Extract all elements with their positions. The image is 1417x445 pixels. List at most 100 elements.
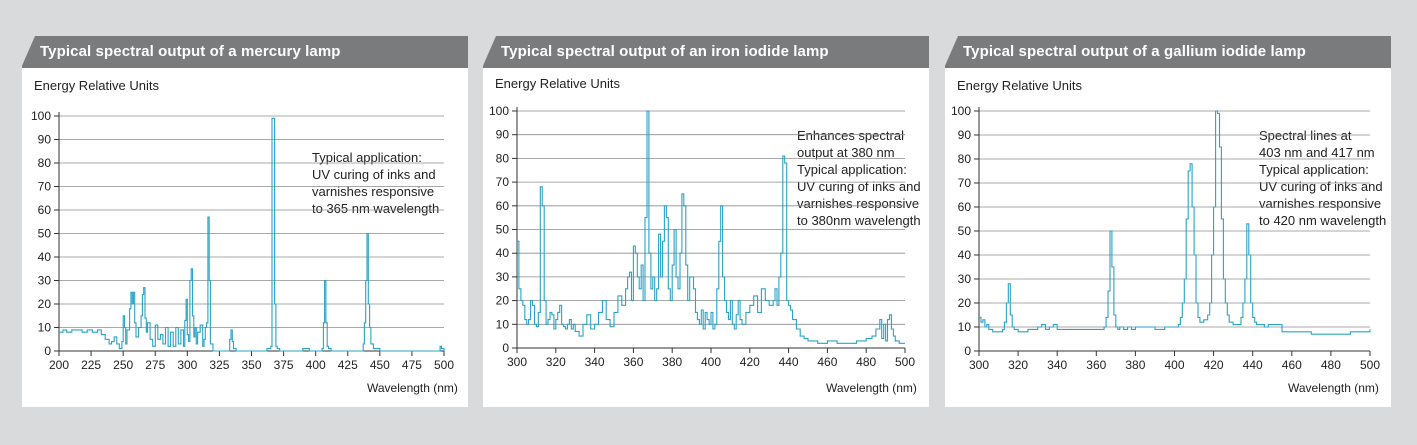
x-tick-label: 375 [274,358,294,372]
chart-title: Typical spectral output of an iron iodid… [482,36,929,68]
y-tick-label: 0 [964,344,971,358]
annotation-line: varnishes responsive [797,196,920,211]
annotation-line: to 380nm wavelength [797,213,921,228]
chart-svg: 0 10 20 30 40 50 60 70 80 90 100 200 225 250 275 300 325… [31,109,454,372]
y-tick-label: 30 [38,274,52,288]
x-tick-label: 500 [895,355,915,369]
x-axis-label: Wavelength (nm) [1288,381,1379,395]
chart-title: Typical spectral output of a gallium iod… [944,36,1391,68]
chart-svg: 0 10 20 30 40 50 60 70 80 90 100 300 320 340 360 380 400… [951,104,1380,372]
x-tick-label: 340 [585,355,605,369]
x-tick-label: 340 [1047,358,1067,372]
chart-annotation: Enhances spectral output at 380 nm Typical… [797,127,921,229]
y-tick-label: 100 [489,104,509,118]
spectrum-series-line [59,117,445,352]
x-tick-label: 420 [1204,358,1224,372]
y-tick-label: 10 [38,321,52,335]
annotation-line: to 420 nm wavelength [1259,213,1387,228]
x-tick-label: 320 [1008,358,1028,372]
y-tick-label: 40 [496,246,510,260]
y-tick-label: 0 [44,344,51,358]
y-tick-label: 20 [38,297,52,311]
y-tick-label: 100 [31,109,51,123]
y-tick-label: 60 [38,203,52,217]
annotation-line: 403 nm and 417 nm [1259,145,1375,160]
x-tick-label: 360 [623,355,643,369]
annotation-line: Spectral lines at [1259,128,1352,143]
y-tick-label: 70 [496,175,510,189]
chart-panel-iron-iodide: Typical spectral output of an iron iodid… [482,36,929,407]
x-tick-label: 325 [209,358,229,372]
x-tick-label: 480 [856,355,876,369]
y-axis-label: Energy Relative Units [495,76,620,91]
y-tick-label: 80 [958,152,972,166]
x-tick-label: 480 [1321,358,1341,372]
chart-svg: 0 10 20 30 40 50 60 70 80 90 100 300 320 340 360 380 400… [489,104,915,369]
x-tick-label: 440 [1243,358,1263,372]
x-tick-label: 250 [113,358,133,372]
y-axis-label: Energy Relative Units [34,78,159,93]
annotation-line: Typical application: [1259,162,1369,177]
x-tick-label: 300 [507,355,527,369]
y-tick-label: 30 [496,270,510,284]
annotation-line: UV curing of inks and [797,179,921,194]
annotation-line: Typical application: [312,150,422,165]
x-tick-label: 500 [1360,358,1380,372]
annotation-line: output at 380 nm [797,145,895,160]
y-tick-label: 80 [496,151,510,165]
y-tick-label: 20 [496,294,510,308]
chart-annotation: Typical application: UV curing of inks an… [312,149,439,217]
chart-title: Typical spectral output of a mercury lam… [21,36,468,68]
y-tick-label: 60 [496,199,510,213]
y-tick-label: 20 [958,296,972,310]
x-tick-label: 440 [779,355,799,369]
y-tick-label: 40 [958,248,972,262]
x-tick-label: 400 [701,355,721,369]
annotation-line: Enhances spectral [797,128,904,143]
y-tick-label: 90 [958,128,972,142]
y-tick-label: 50 [496,223,510,237]
x-tick-label: 225 [81,358,101,372]
x-axis-label: Wavelength (nm) [826,381,917,395]
annotation-line: Typical application: [797,162,907,177]
x-tick-label: 500 [434,358,454,372]
y-tick-label: 10 [496,317,510,331]
y-tick-label: 50 [958,224,972,238]
x-tick-label: 300 [177,358,197,372]
annotation-line: varnishes responsive [312,184,435,199]
y-tick-label: 60 [958,200,972,214]
y-tick-label: 100 [951,104,971,118]
x-tick-label: 200 [49,358,69,372]
x-tick-label: 460 [817,355,837,369]
y-tick-label: 70 [38,180,52,194]
x-tick-label: 300 [969,358,989,372]
x-tick-label: 400 [306,358,326,372]
x-tick-label: 475 [402,358,422,372]
chart-panel-gallium-iodide: Typical spectral output of a gallium iod… [944,36,1391,407]
y-tick-label: 10 [958,320,972,334]
x-tick-label: 320 [546,355,566,369]
x-tick-label: 380 [1125,358,1145,372]
y-tick-label: 40 [38,250,52,264]
y-tick-label: 50 [38,227,52,241]
x-tick-label: 360 [1086,358,1106,372]
y-tick-label: 80 [38,156,52,170]
x-tick-label: 380 [662,355,682,369]
y-axis-label: Energy Relative Units [957,78,1082,93]
x-tick-label: 450 [370,358,390,372]
y-tick-label: 70 [958,176,972,190]
x-tick-label: 425 [338,358,358,372]
chart-panel-mercury: Typical spectral output of a mercury lam… [21,36,468,407]
spectrum-series-line [517,110,905,344]
x-tick-label: 460 [1282,358,1302,372]
y-tick-label: 0 [502,341,509,355]
spectrum-series-line [979,110,1371,335]
x-tick-label: 275 [145,358,165,372]
y-tick-label: 90 [38,133,52,147]
x-tick-label: 420 [740,355,760,369]
x-tick-label: 400 [1164,358,1184,372]
annotation-line: UV curing of inks and [312,167,436,182]
y-tick-label: 30 [958,272,972,286]
annotation-line: to 365 nm wavelength [312,201,440,216]
y-tick-label: 90 [496,128,510,142]
